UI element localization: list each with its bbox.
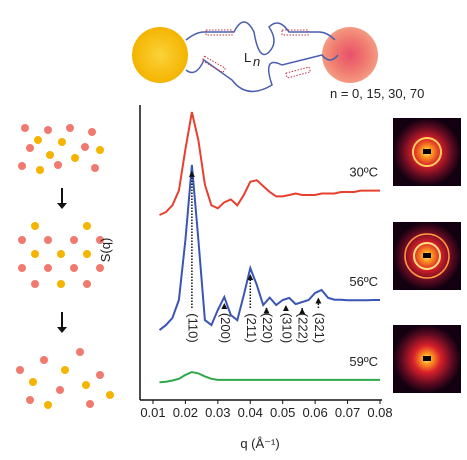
plot: S(q) q (Å⁻¹) bbox=[98, 105, 382, 451]
x-tick-label: 0.07 bbox=[335, 405, 360, 420]
peak-label: (211) bbox=[244, 313, 259, 342]
y-axis-label: S(q) bbox=[98, 238, 113, 263]
x-axis-label: q (Å⁻¹) bbox=[240, 436, 279, 451]
arrow-head bbox=[315, 297, 321, 303]
series-label: 30ºC bbox=[349, 165, 378, 180]
figure: L n n = 0, 15, 30, 70 S(q) q (Å⁻¹) 0.01 0… bbox=[0, 0, 467, 460]
peak-label: (110) bbox=[185, 313, 200, 342]
series-label: 56ºC bbox=[349, 274, 378, 289]
series-label: 59ºC bbox=[349, 354, 378, 369]
lattices bbox=[16, 124, 114, 409]
schematic: L n n = 0, 15, 30, 70 bbox=[132, 22, 424, 101]
peak-label: (321) bbox=[312, 313, 327, 343]
arrow-head bbox=[189, 171, 195, 177]
linker-sub: n bbox=[253, 54, 260, 69]
x-tick-label: 0.04 bbox=[238, 405, 263, 420]
x-tick-label: 0.06 bbox=[302, 405, 327, 420]
peak-label: (200) bbox=[218, 313, 233, 343]
arrow-head bbox=[283, 305, 289, 311]
x-tick-label: 0.08 bbox=[367, 405, 392, 420]
n-values: n = 0, 15, 30, 70 bbox=[330, 86, 424, 101]
x-tick-label: 0.02 bbox=[173, 405, 198, 420]
x-tick-label: 0.03 bbox=[205, 405, 230, 420]
peak-label: (220) bbox=[260, 313, 275, 343]
peak-label: (222) bbox=[296, 313, 311, 343]
x-tick-label: 0.01 bbox=[140, 405, 165, 420]
data-line bbox=[160, 372, 381, 382]
linker-label: L bbox=[244, 50, 251, 65]
saxs-patterns bbox=[393, 118, 461, 393]
peak-label: (310) bbox=[280, 313, 295, 343]
x-tick-label: 0.05 bbox=[270, 405, 295, 420]
particle bbox=[132, 27, 188, 83]
